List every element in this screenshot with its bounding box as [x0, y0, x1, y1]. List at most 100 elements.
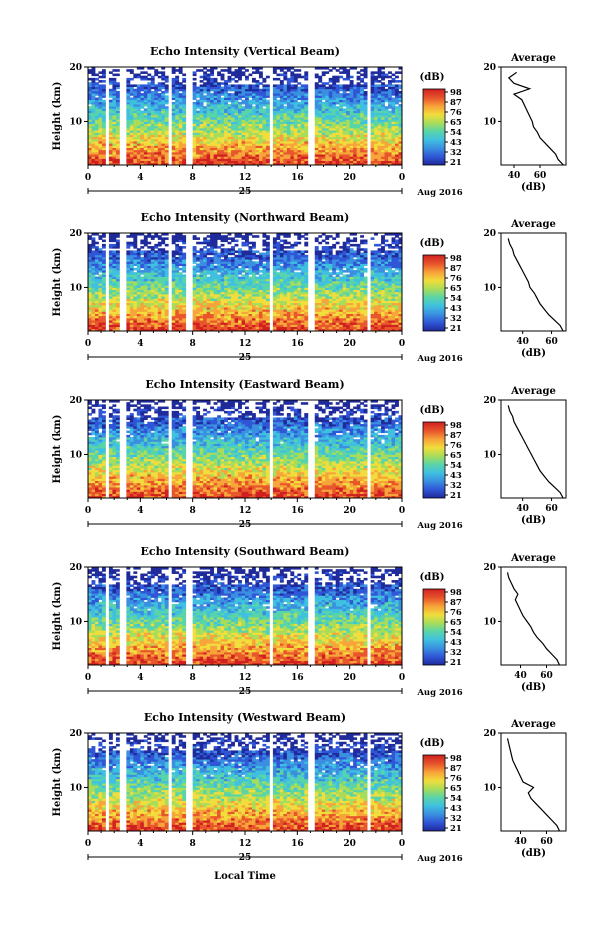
x-tick-label: 0 [399, 839, 405, 849]
day-label: 25 [239, 687, 252, 697]
y-axis-label: Height (km) [52, 82, 63, 151]
colorbar-unit: (dB) [420, 572, 445, 583]
profile-x-label: (dB) [521, 515, 546, 526]
colorbar-unit: (dB) [420, 72, 445, 83]
x-tick-label: 20 [343, 506, 356, 516]
x-tick-label: 8 [190, 339, 196, 349]
day-label: 25 [239, 853, 252, 863]
y-tick-label: 20 [69, 563, 82, 573]
colorbar-tick-label: 21 [450, 824, 462, 834]
day-label: 25 [239, 187, 252, 197]
month-label: Aug 2016 [416, 188, 462, 198]
profile-x-label: (dB) [521, 848, 546, 859]
colorbar [422, 254, 446, 332]
colorbar-tick-label: 98 [450, 254, 462, 264]
colorbar-tick-label: 21 [450, 158, 462, 168]
profile-y-tick-label: 20 [483, 396, 496, 406]
colorbar-tick-label: 32 [450, 148, 462, 158]
x-tick-label: 0 [399, 506, 405, 516]
x-tick-label: 20 [343, 339, 356, 349]
x-tick-label: 0 [85, 839, 91, 849]
day-label: 25 [239, 353, 252, 363]
colorbar-tick-label: 98 [450, 588, 462, 598]
panel-title: Echo Intensity (Southward Beam) [141, 545, 350, 558]
y-axis-label: Height (km) [52, 582, 63, 651]
x-tick-label: 12 [239, 673, 252, 683]
profile-y-tick-label: 20 [483, 563, 496, 573]
x-tick-label: 0 [85, 173, 91, 183]
colorbar-tick-label: 65 [450, 284, 462, 294]
profile-frame [500, 399, 567, 499]
heatmap-cells [88, 233, 403, 332]
x-tick-label: 16 [291, 339, 304, 349]
colorbar-tick-label: 87 [450, 98, 462, 108]
x-tick-label: 0 [85, 673, 91, 683]
y-tick-label: 20 [69, 396, 82, 406]
y-axis-label: Height (km) [52, 748, 63, 817]
x-tick-label: 4 [137, 173, 143, 183]
colorbar-tick-label: 76 [450, 608, 462, 618]
profile-y-tick-label: 10 [483, 450, 496, 460]
profile-x-tick-label: 40 [514, 671, 527, 681]
x-tick-label: 0 [85, 506, 91, 516]
profile-y-tick-label: 20 [483, 63, 496, 73]
colorbar-tick-label: 21 [450, 491, 462, 501]
panel-title: Echo Intensity (Northward Beam) [141, 211, 350, 224]
y-axis-label: Height (km) [52, 248, 63, 317]
x-tick-label: 12 [239, 506, 252, 516]
month-label: Aug 2016 [416, 854, 462, 864]
colorbar-tick-label: 21 [450, 658, 462, 668]
colorbar-tick-label: 21 [450, 324, 462, 334]
colorbar-tick-label: 54 [450, 628, 462, 638]
profile-x-tick-label: 60 [545, 504, 558, 514]
colorbar-tick-label: 54 [450, 128, 462, 138]
profile-title: Average [510, 553, 556, 564]
month-label: Aug 2016 [416, 521, 462, 531]
profile-y-tick-label: 10 [483, 283, 496, 293]
y-tick-label: 10 [69, 450, 82, 460]
panel-1: Echo Intensity (Northward Beam) 20 10 Heigh… [52, 211, 567, 364]
x-tick-label: 20 [343, 839, 356, 849]
colorbar-tick-label: 32 [450, 648, 462, 658]
profile-title: Average [510, 219, 556, 230]
profile-line [507, 71, 564, 166]
colorbar-tick-label: 43 [450, 138, 462, 148]
profile-frame [500, 232, 567, 332]
profile-line [507, 405, 564, 499]
profile-y-tick-label: 10 [483, 117, 496, 127]
heatmap-cells [88, 567, 403, 666]
x-axis-label: Local Time [214, 871, 276, 882]
x-tick-label: 20 [343, 173, 356, 183]
colorbar-tick-label: 98 [450, 421, 462, 431]
y-axis-label: Height (km) [52, 415, 63, 484]
colorbar-tick-label: 98 [450, 754, 462, 764]
x-tick-label: 4 [137, 339, 143, 349]
x-tick-label: 12 [239, 839, 252, 849]
profile-frame [500, 66, 567, 166]
panel-2: Echo Intensity (Eastward Beam) 20 10 Height… [52, 378, 567, 531]
colorbar-tick-label: 54 [450, 461, 462, 471]
panel-title: Echo Intensity (Eastward Beam) [145, 378, 344, 391]
profile-title: Average [510, 719, 556, 730]
profile-x-tick-label: 60 [540, 837, 553, 847]
colorbar-tick-label: 43 [450, 638, 462, 648]
profile-x-tick-label: 60 [545, 337, 558, 347]
colorbar-tick-label: 43 [450, 471, 462, 481]
y-tick-label: 10 [69, 783, 82, 793]
colorbar-unit: (dB) [420, 738, 445, 749]
profile-line [506, 572, 561, 666]
y-tick-label: 10 [69, 117, 82, 127]
x-tick-label: 0 [399, 673, 405, 683]
colorbar-tick-label: 76 [450, 441, 462, 451]
x-tick-label: 8 [190, 506, 196, 516]
colorbar-tick-label: 32 [450, 481, 462, 491]
profile-frame [500, 732, 567, 832]
colorbar-tick-label: 32 [450, 314, 462, 324]
profile-y-tick-label: 10 [483, 617, 496, 627]
panel-3: Echo Intensity (Southward Beam) 20 10 Heigh… [52, 545, 567, 698]
x-tick-label: 16 [291, 839, 304, 849]
x-tick-label: 4 [137, 673, 143, 683]
x-tick-label: 16 [291, 173, 304, 183]
profile-x-tick-label: 60 [534, 171, 547, 181]
